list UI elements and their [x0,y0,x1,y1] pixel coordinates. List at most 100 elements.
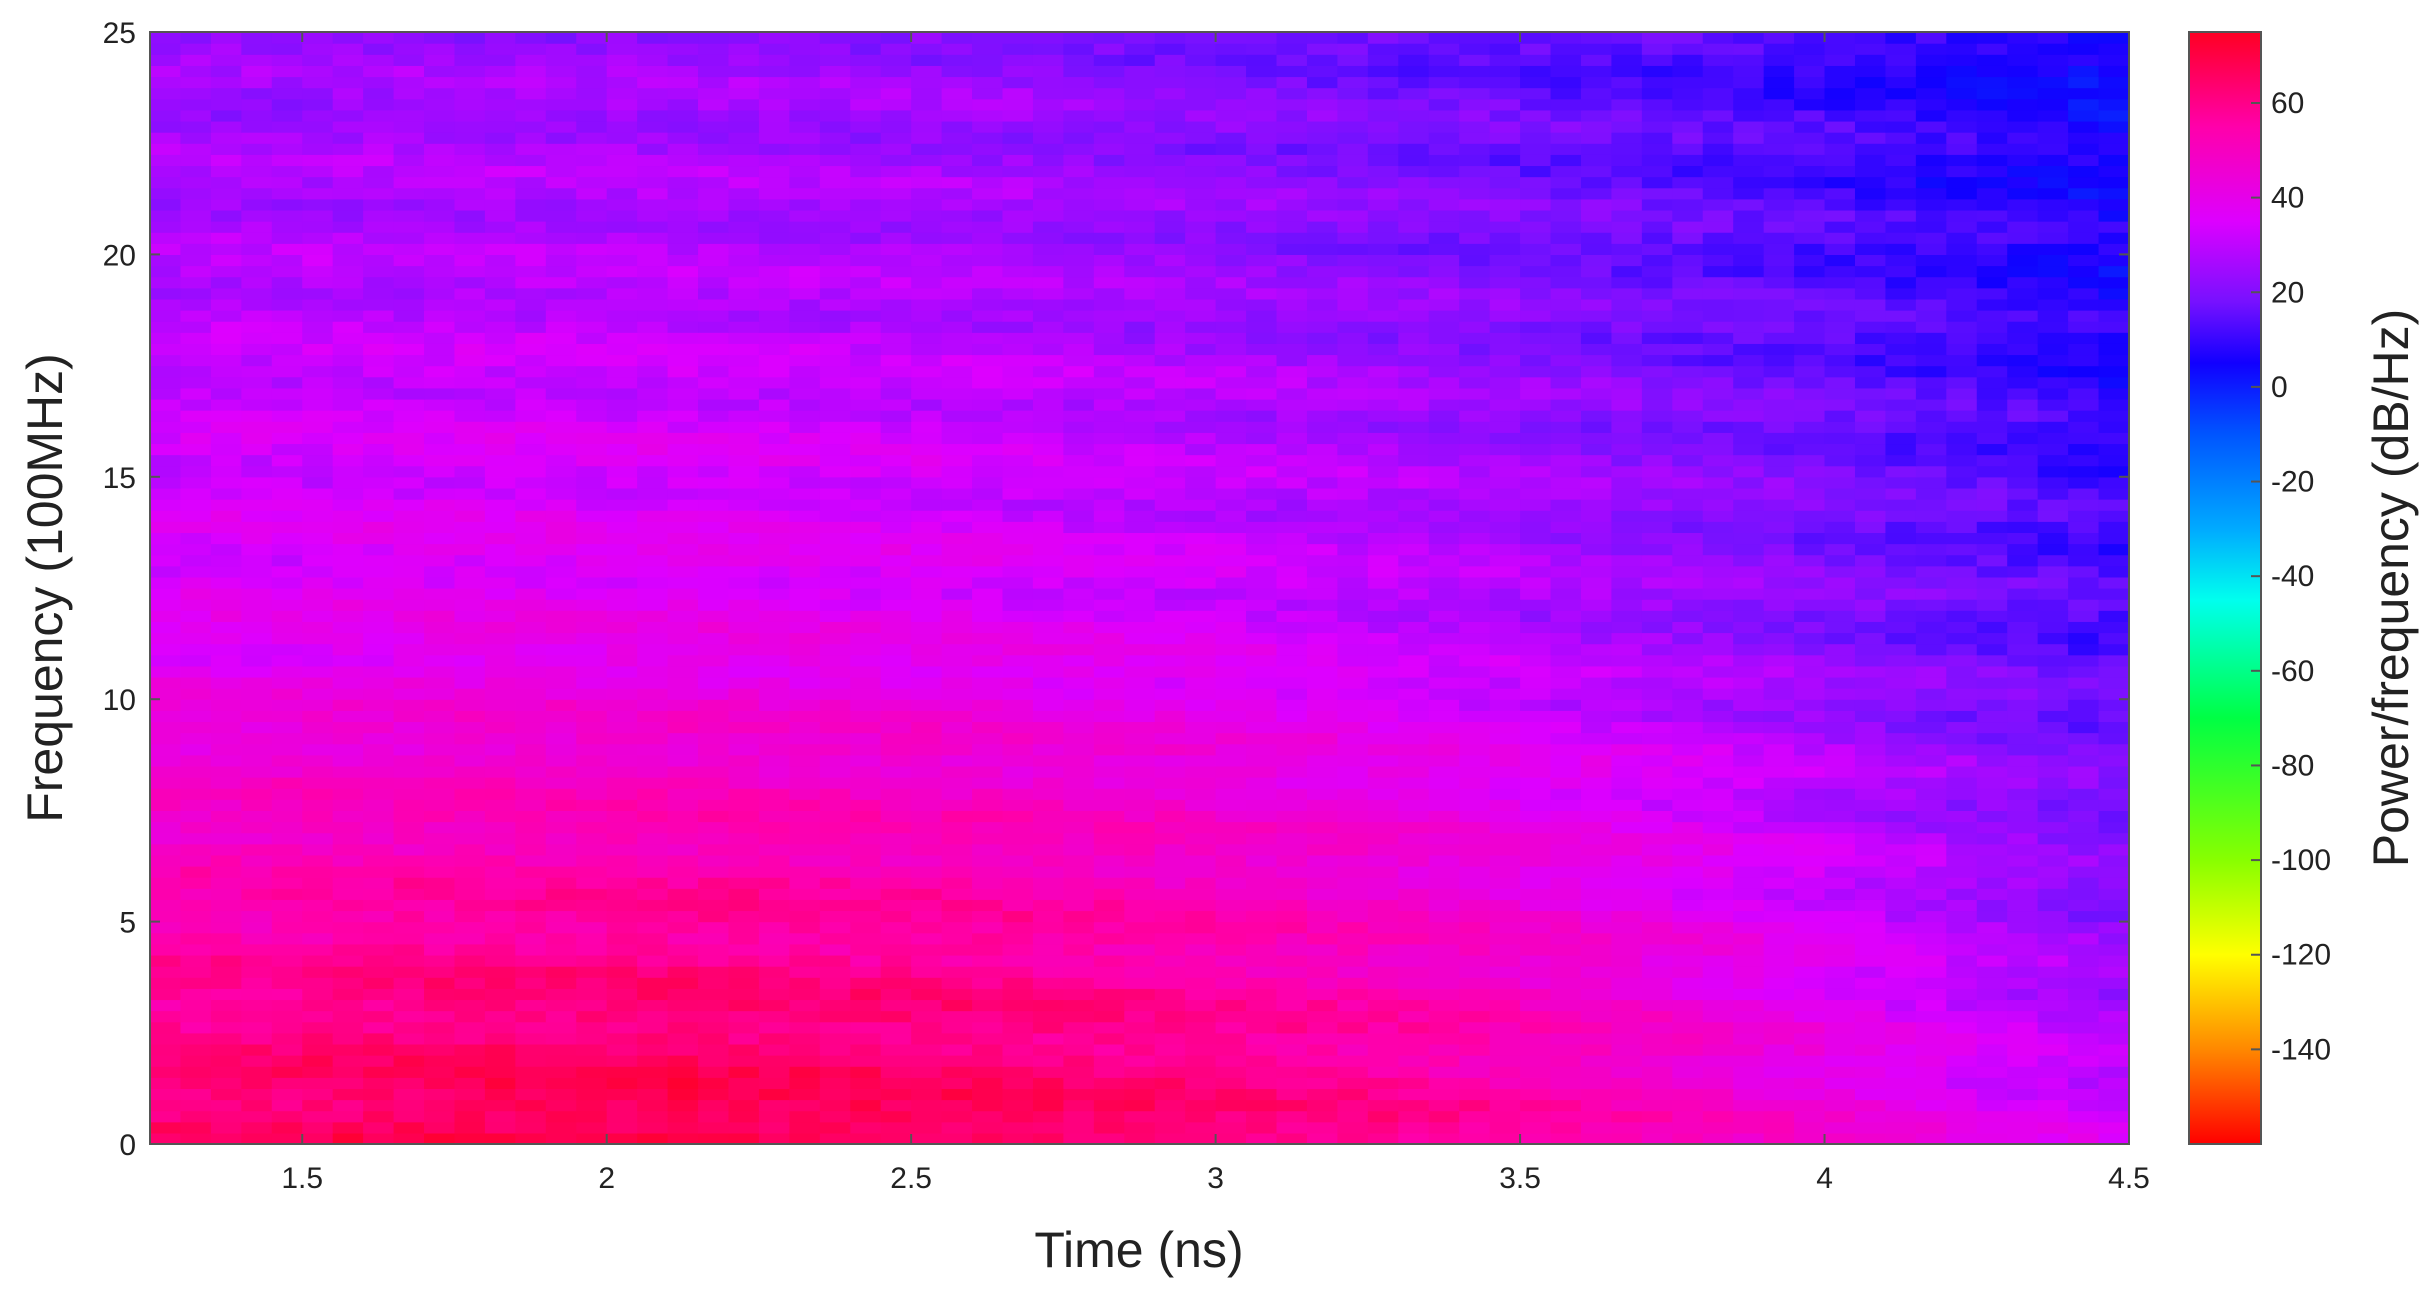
heatmap-cell [972,1132,1004,1144]
heatmap-cell [1702,599,1734,611]
heatmap-cell [180,988,212,1001]
heatmap-cell [880,910,912,923]
heatmap-cell [1763,1121,1795,1134]
heatmap-cell [1672,899,1704,912]
heatmap-cell [1885,410,1917,422]
heatmap-cell [1702,943,1734,956]
heatmap-cell [1398,688,1430,700]
heatmap-cell [1154,398,1186,411]
heatmap-cell [2037,343,2069,356]
heatmap-cell [972,943,1004,956]
heatmap-cell [1337,532,1369,545]
heatmap-cell [850,610,882,622]
heatmap-cell [941,465,973,478]
heatmap-cell [1246,1121,1278,1134]
heatmap-cell [1154,476,1186,489]
heatmap-cell [1885,843,1917,856]
heatmap-cell [819,1043,851,1056]
heatmap-cell [545,877,577,889]
heatmap-cell [1215,888,1247,900]
heatmap-cell [180,966,212,978]
heatmap-cell [1124,510,1156,522]
heatmap-cell [393,398,425,411]
heatmap-cell [1702,565,1734,578]
heatmap-cell [1794,710,1826,723]
heatmap-cell [1946,954,1978,967]
heatmap-cell [758,321,790,333]
heatmap-cell [1824,932,1856,945]
heatmap-cell [424,1121,456,1134]
heatmap-cell [2037,977,2069,989]
heatmap-cell [1337,565,1369,578]
heatmap-cell [1063,476,1095,489]
heatmap-cell [911,487,943,500]
heatmap-cell [1246,721,1278,734]
heatmap-cell [424,1010,456,1023]
heatmap-cell [1306,799,1338,811]
heatmap-cell [1976,310,2008,322]
heatmap-cell [2037,1055,2069,1067]
heatmap-cell [1246,1021,1278,1034]
heatmap-cell [1367,721,1399,734]
heatmap-cell [150,832,182,845]
heatmap-cell [1550,1099,1582,1112]
heatmap-cell [1794,665,1826,678]
heatmap-cell [606,832,638,845]
heatmap-cell [2037,365,2069,378]
heatmap-cell [698,310,730,322]
heatmap-cell [1580,821,1613,834]
heatmap-cell [1794,1088,1826,1101]
heatmap-cell [241,487,273,500]
heatmap-cell [637,354,669,367]
heatmap-cell [150,676,182,689]
heatmap-cell [1824,688,1856,700]
heatmap-cell [880,643,912,656]
heatmap-cell [180,743,212,756]
heatmap-cell [1459,543,1491,556]
heatmap-cell [1915,676,1947,689]
heatmap-cell [2007,1110,2039,1123]
heatmap-cell [180,1032,212,1045]
heatmap-cell [1032,298,1064,311]
heatmap-cell [1885,977,1917,989]
heatmap-cell [1611,321,1643,333]
heatmap-cell [819,765,851,778]
heatmap-cell [302,1066,334,1078]
heatmap-cell [667,943,699,956]
heatmap-cell [210,421,242,433]
heatmap-cell [1702,588,1734,600]
heatmap-cell [576,743,608,756]
heatmap-cell [332,310,364,322]
heatmap-cell [1946,888,1978,900]
heatmap-cell [1428,487,1460,500]
heatmap-cell [606,354,638,367]
heatmap-cell [1337,1010,1369,1023]
heatmap-cell [789,699,821,711]
heatmap-cell [819,621,851,634]
heatmap-cell [1063,999,1095,1012]
heatmap-cell [698,443,730,456]
heatmap-cell [424,877,456,889]
heatmap-cell [880,554,912,567]
heatmap-cell [1246,376,1278,389]
heatmap-cell [1398,676,1430,689]
heatmap-cell [150,565,182,578]
heatmap-cell [1337,332,1369,344]
heatmap-cell [1398,543,1430,556]
heatmap-cell [1794,676,1826,689]
heatmap-cell [484,532,516,545]
heatmap-cell [484,576,516,589]
heatmap-cell [637,1132,669,1144]
heatmap-cell [1124,765,1156,778]
heatmap-cell [424,932,456,945]
heatmap-cell [424,432,456,445]
heatmap-cell [1276,499,1308,511]
heatmap-cell [1672,465,1704,478]
heatmap-cell [1154,977,1186,989]
heatmap-cell [1854,1021,1887,1034]
heatmap-cell [1946,732,1978,745]
heatmap-cell [911,321,943,333]
heatmap-cell [424,365,456,378]
heatmap-cell [1824,966,1856,978]
heatmap-cell [1063,910,1095,923]
